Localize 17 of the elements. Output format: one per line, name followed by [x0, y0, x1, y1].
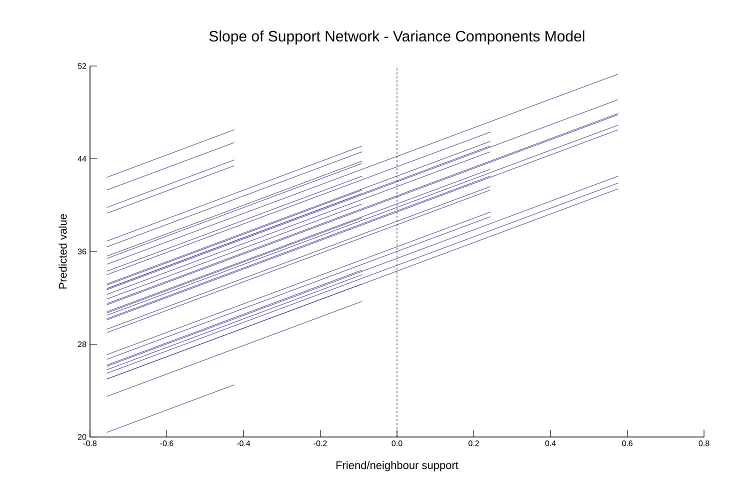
y-tick-label: 44 — [78, 156, 86, 162]
x-axis-title: Friend/neighbour support — [336, 461, 458, 472]
x-tick-label: 0.8 — [698, 440, 710, 446]
x-tick-label: 0.6 — [622, 440, 632, 446]
y-tick-label: 28 — [78, 341, 86, 348]
x-tick-label: -0.4 — [236, 440, 250, 446]
y-tick-label: 20 — [78, 434, 86, 440]
y-tick-label: 36 — [78, 248, 86, 254]
y-axis-title: Predicted value — [58, 214, 67, 289]
y-tick-label: 52 — [78, 63, 86, 69]
x-tick-label: 0.0 — [392, 440, 402, 446]
x-tick-label: 0.2 — [468, 440, 479, 446]
x-tick-label: -0.8 — [83, 440, 97, 446]
x-tick-label: 0.4 — [545, 440, 556, 446]
chart-title: Slope of Support Network - Variance Components Model — [209, 30, 584, 44]
x-tick-label: -0.2 — [314, 440, 327, 446]
x-tick-label: -0.6 — [160, 440, 174, 446]
